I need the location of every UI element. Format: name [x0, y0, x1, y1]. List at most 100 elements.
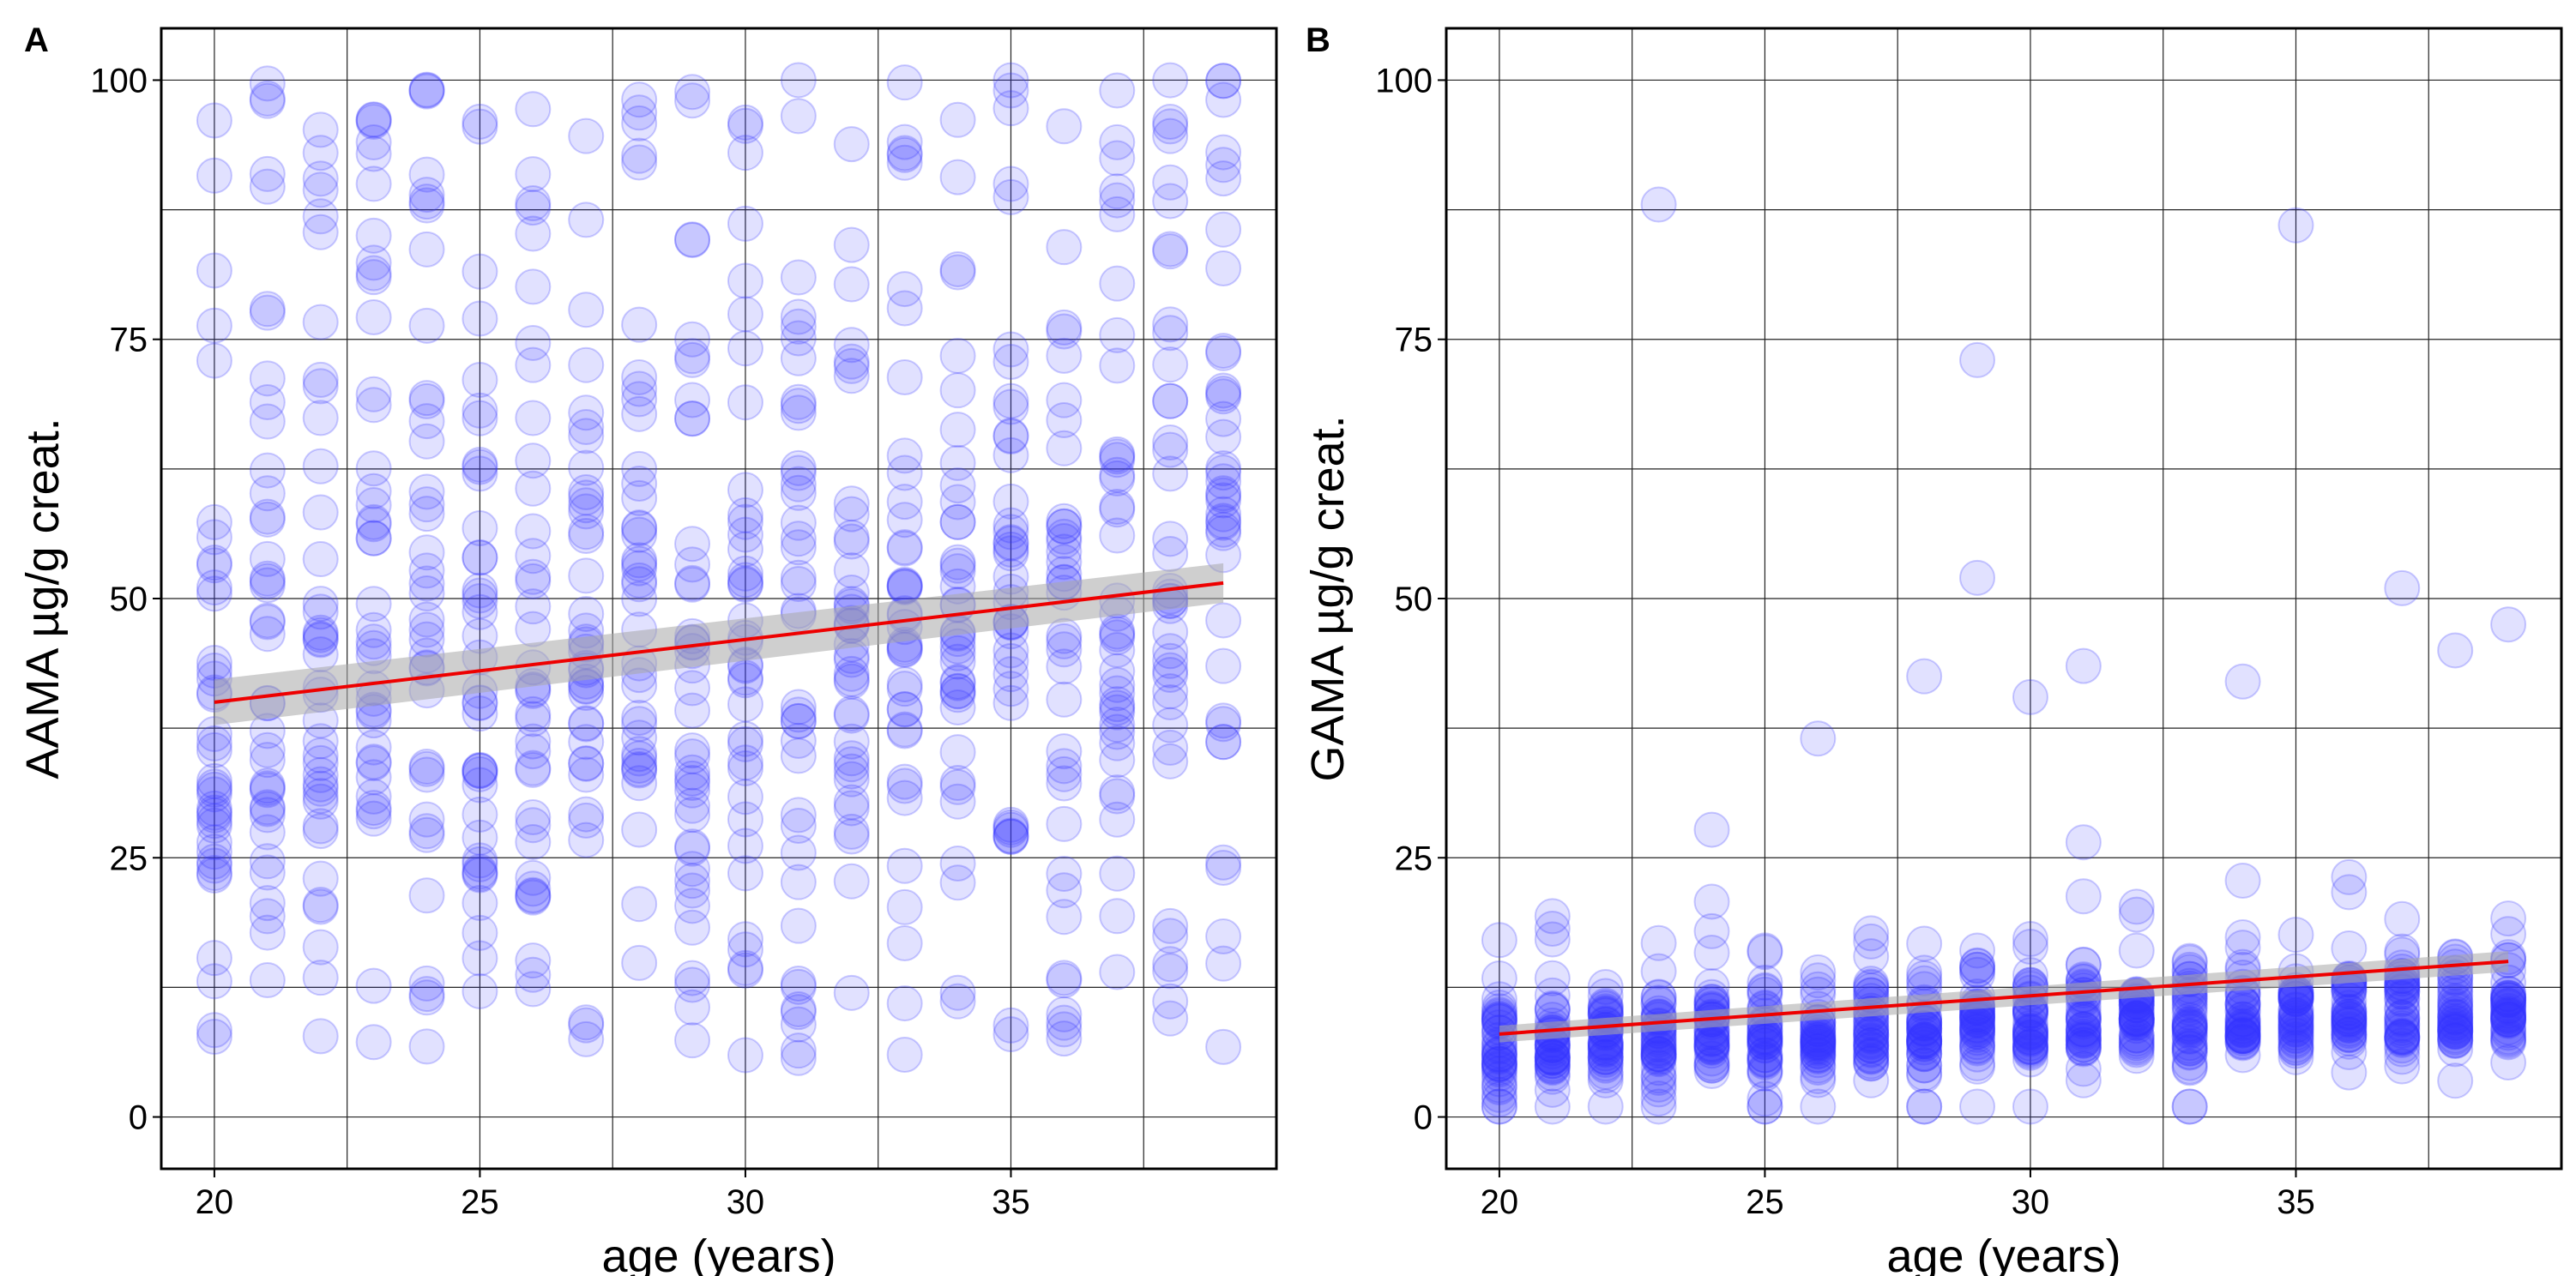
data-point — [1152, 743, 1189, 779]
data-point — [992, 531, 1029, 568]
data-point — [355, 166, 392, 202]
data-point — [1640, 1037, 1677, 1074]
data-point — [249, 475, 286, 512]
data-point — [992, 656, 1029, 693]
data-point — [674, 989, 711, 1026]
data-point — [408, 965, 445, 1002]
data-point — [992, 818, 1029, 855]
data-point — [2384, 979, 2421, 1016]
data-point — [1099, 316, 1136, 353]
data-point — [2224, 1017, 2261, 1054]
data-point — [2065, 1011, 2102, 1048]
data-point — [249, 843, 286, 880]
data-point — [2224, 1019, 2261, 1056]
data-point — [568, 394, 605, 431]
data-point — [992, 178, 1029, 215]
data-point — [1481, 1081, 1517, 1118]
data-point — [1800, 954, 1837, 990]
data-point — [2171, 994, 2208, 1031]
data-point — [2437, 988, 2474, 1025]
data-point — [515, 513, 552, 550]
data-point — [302, 593, 339, 630]
data-point — [1534, 1088, 1571, 1125]
data-point — [780, 807, 817, 844]
data-point — [1046, 631, 1083, 668]
data-point — [1693, 1028, 1730, 1065]
data-point — [1853, 1038, 1890, 1075]
data-point — [2490, 998, 2527, 1035]
data-point — [302, 860, 339, 897]
data-point — [727, 516, 763, 553]
data-point — [939, 845, 976, 882]
data-point — [939, 673, 976, 710]
data-point — [355, 101, 392, 138]
data-point — [1152, 455, 1189, 492]
data-point — [2065, 1001, 2102, 1038]
data-point — [2277, 1007, 2314, 1044]
data-point — [302, 778, 339, 815]
data-point — [2331, 1000, 2368, 1037]
data-point — [1800, 1024, 1837, 1061]
data-point — [727, 744, 763, 781]
data-point — [727, 296, 763, 333]
data-point — [2331, 993, 2368, 1030]
data-point — [2437, 1002, 2474, 1039]
data-point — [1746, 1042, 1783, 1079]
data-point — [196, 575, 232, 612]
data-point — [1853, 1038, 1890, 1074]
data-point — [2331, 1016, 2368, 1053]
data-point — [302, 368, 339, 405]
data-point — [1534, 1046, 1571, 1083]
data-point — [196, 776, 232, 813]
data-point — [355, 259, 392, 296]
data-point — [1099, 442, 1136, 478]
data-point — [886, 502, 923, 539]
data-point — [1205, 134, 1242, 171]
data-point — [1800, 1033, 1837, 1070]
data-point — [2118, 1038, 2155, 1074]
data-point — [2012, 1088, 2048, 1125]
data-point — [302, 111, 339, 148]
data-point — [1205, 602, 1242, 639]
data-point — [833, 697, 870, 734]
data-point — [1746, 1026, 1783, 1063]
data-point — [1152, 614, 1189, 651]
data-point — [1853, 1045, 1890, 1082]
data-point — [196, 102, 232, 139]
data-point — [1046, 623, 1083, 659]
data-point — [355, 759, 392, 796]
data-point — [1906, 1047, 1943, 1084]
data-point — [1959, 948, 1996, 984]
data-point — [2065, 1018, 2102, 1055]
data-point — [2224, 1003, 2261, 1040]
data-point — [2490, 982, 2527, 1019]
data-point — [1693, 1028, 1730, 1065]
data-point — [780, 388, 817, 424]
data-point — [1205, 376, 1242, 412]
data-point — [408, 156, 445, 193]
data-point — [1099, 778, 1136, 815]
data-point — [196, 762, 232, 799]
data-point — [1099, 855, 1136, 892]
data-point — [249, 291, 286, 328]
data-point — [1152, 164, 1189, 201]
data-point — [515, 346, 552, 383]
data-point — [2012, 1016, 2048, 1053]
data-point — [2224, 1001, 2261, 1038]
data-point — [196, 857, 232, 894]
data-point — [302, 400, 339, 436]
data-point — [249, 540, 286, 577]
data-point — [1587, 1039, 1624, 1076]
data-point — [302, 766, 339, 803]
data-point — [1046, 518, 1083, 555]
y-tick-label: 0 — [1414, 1099, 1433, 1137]
data-point — [2171, 1030, 2208, 1067]
data-point — [833, 519, 870, 556]
data-point — [674, 863, 711, 900]
data-point — [249, 885, 286, 922]
data-point — [462, 855, 498, 892]
data-point — [515, 400, 552, 436]
data-point — [1746, 1027, 1783, 1064]
data-point — [355, 800, 392, 837]
data-point — [727, 104, 763, 141]
